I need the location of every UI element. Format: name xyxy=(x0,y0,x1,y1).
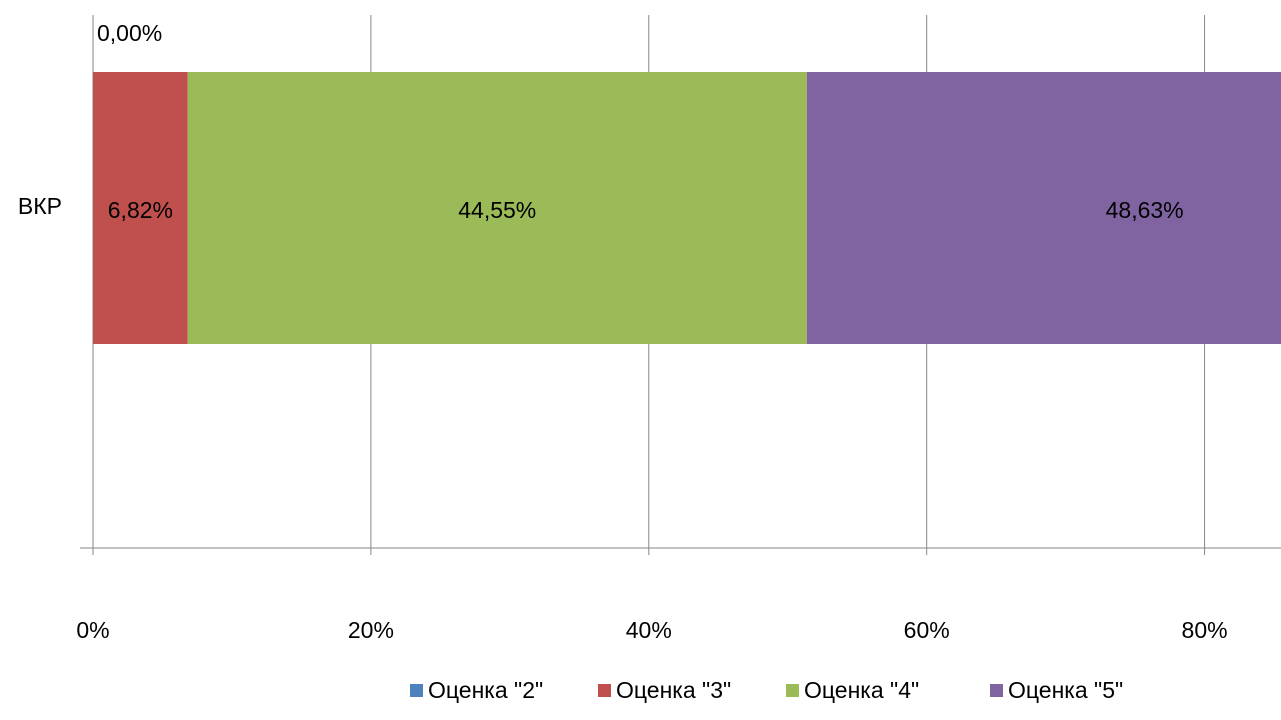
legend-label: Оценка "2" xyxy=(428,677,543,703)
data-label: 48,63% xyxy=(1106,197,1184,223)
data-label: 0,00% xyxy=(97,20,162,46)
legend-swatch xyxy=(410,684,423,697)
legend-swatch xyxy=(990,684,1003,697)
legend-swatch xyxy=(786,684,799,697)
x-tick-label: 40% xyxy=(626,617,672,643)
legend-label: Оценка "4" xyxy=(804,677,919,703)
x-tick-label: 60% xyxy=(904,617,950,643)
legend-label: Оценка "5" xyxy=(1008,677,1123,703)
data-label: 44,55% xyxy=(458,197,536,223)
bar-segment xyxy=(187,72,807,344)
x-tick-label: 0% xyxy=(76,617,109,643)
bar-segment xyxy=(93,72,188,344)
bar-segment xyxy=(806,72,1281,344)
x-tick-label: 80% xyxy=(1182,617,1228,643)
legend-swatch xyxy=(598,684,611,697)
legend-label: Оценка "3" xyxy=(616,677,731,703)
data-label: 6,82% xyxy=(108,197,173,223)
x-tick-label: 20% xyxy=(348,617,394,643)
y-tick-label: ВКР xyxy=(18,193,62,219)
